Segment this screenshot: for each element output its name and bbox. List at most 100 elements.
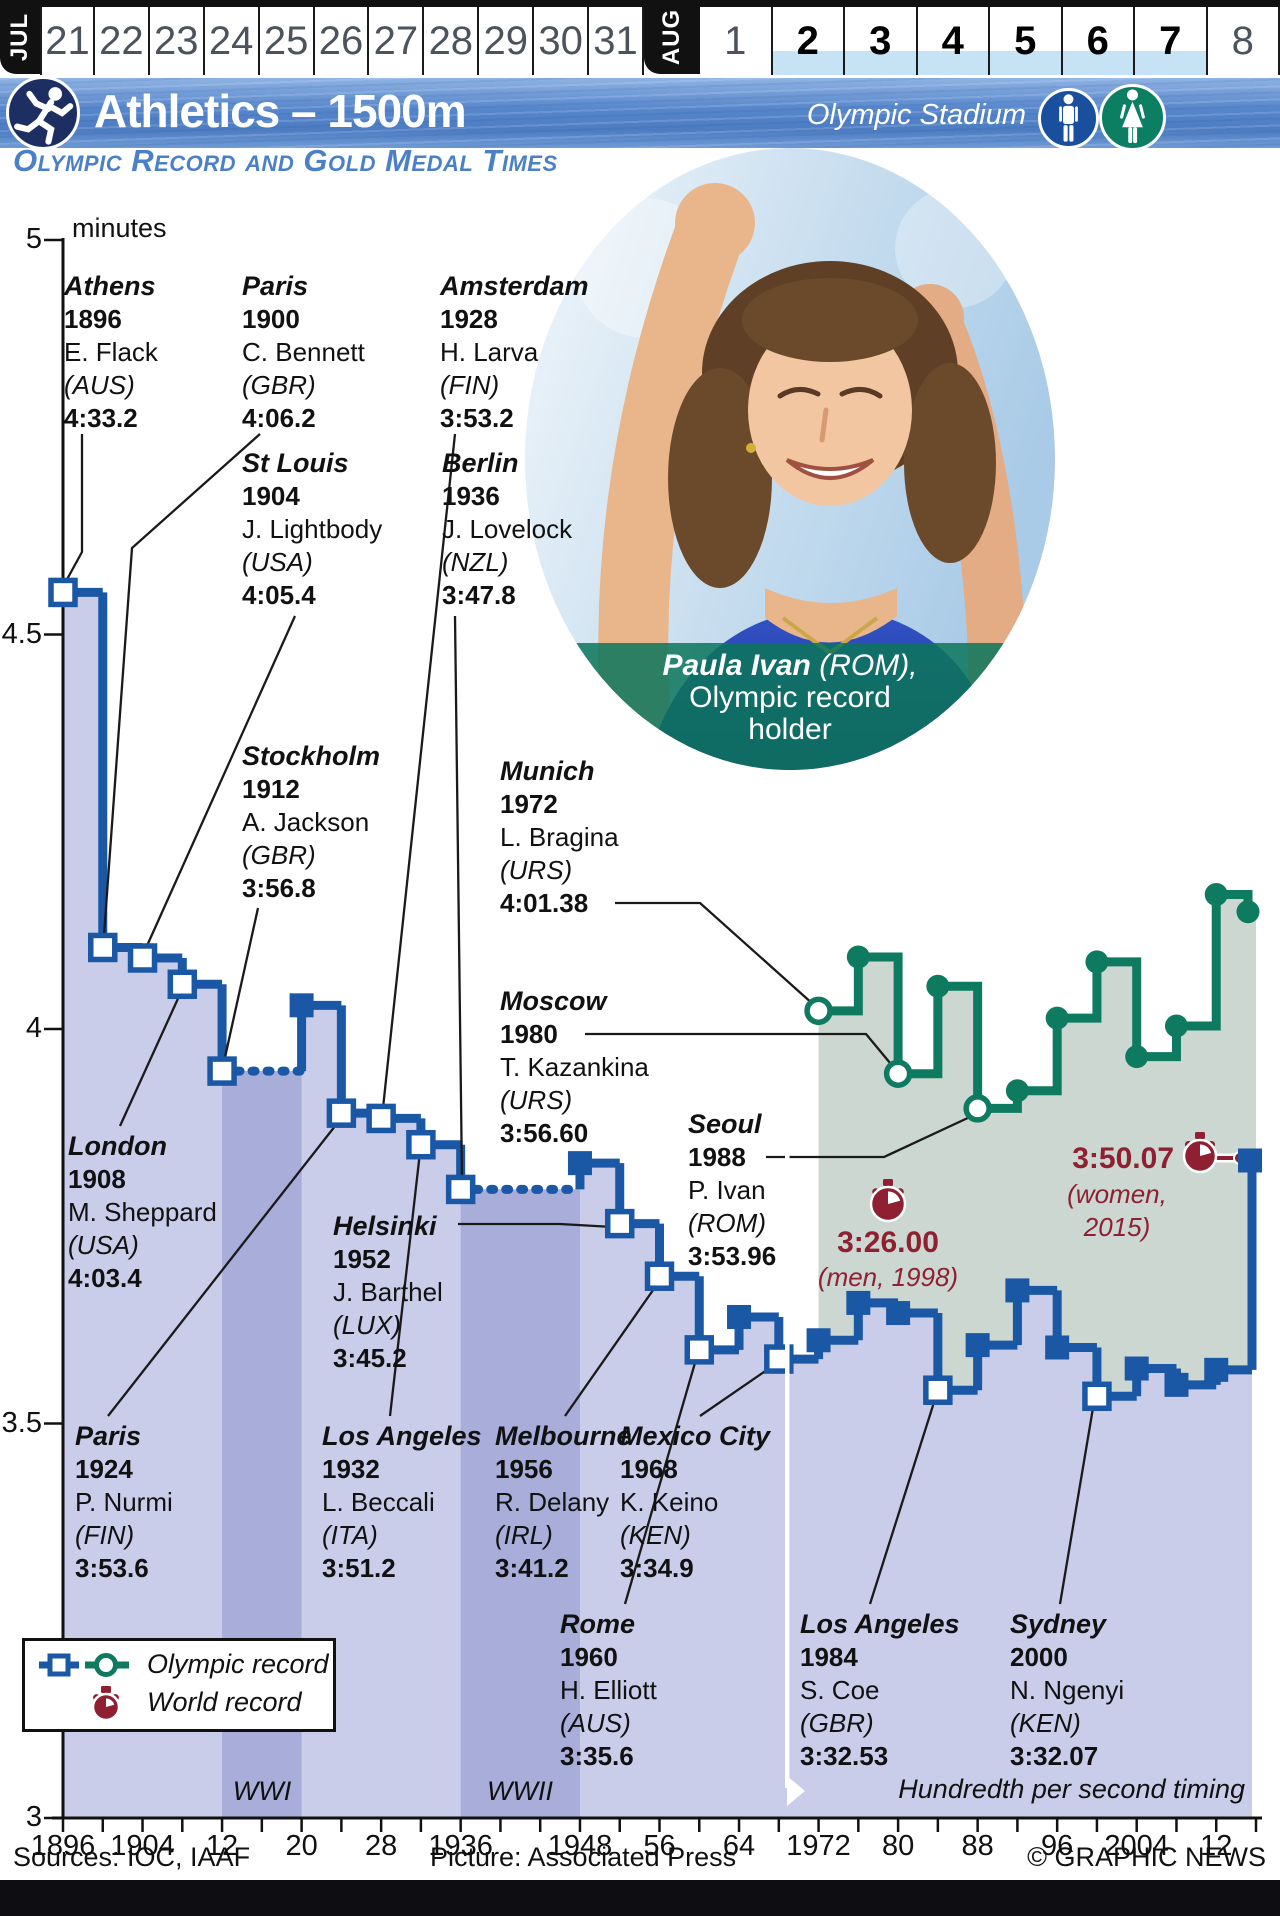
annotation-munich: Munich 1972 L. Bragina (URS) 4:01.38	[500, 755, 619, 920]
calendar-day-aug-4: 4	[918, 7, 990, 75]
annotation-paris-1924-country: (FIN)	[75, 1520, 135, 1550]
annotation-melbourne-time: 3:41.2	[495, 1553, 569, 1583]
annotation-mexico-city-country: (KEN)	[620, 1520, 691, 1550]
annotation-amsterdam: Amsterdam 1928 H. Larva (FIN) 3:53.2	[440, 270, 589, 435]
annotation-munich-country: (URS)	[500, 855, 573, 885]
calendar-day-jul-24: 24	[205, 7, 260, 75]
men-marker-1980	[886, 1301, 911, 1326]
annotation-moscow-country: (URS)	[500, 1085, 573, 1115]
men-marker-2008	[1164, 1372, 1189, 1397]
annotation-seoul-year: 1988	[688, 1142, 746, 1172]
men-marker-1948	[567, 1151, 592, 1176]
legend-men-square-icon	[47, 1653, 71, 1677]
annotation-melbourne-country: (IRL)	[495, 1520, 553, 1550]
annotation-melbourne-city: Melbourne	[495, 1421, 632, 1451]
men-marker-1972	[806, 1328, 831, 1353]
calendar-day-jul-30: 30	[534, 7, 590, 75]
annotation-paris-1924: Paris 1924 P. Nurmi (FIN) 3:53.6	[75, 1420, 173, 1585]
annotation-moscow-city: Moscow	[500, 986, 607, 1016]
leader-line-london	[118, 991, 183, 1127]
annotation-london: London 1908 M. Sheppard (USA) 4:03.4	[68, 1130, 217, 1295]
annotation-athens-time: 4:33.2	[64, 403, 138, 433]
x-tick-1956: 56	[643, 1830, 676, 1862]
men-marker-1924	[326, 1098, 357, 1128]
women-marker-1980	[883, 1059, 913, 1088]
men-marker-1976	[846, 1290, 871, 1315]
caption-name: Paula Ivan	[662, 649, 811, 682]
annotation-helsinki-time: 3:45.2	[333, 1343, 407, 1373]
leader-line-los-angeles-1932	[388, 1151, 422, 1417]
annotation-sydney-year: 2000	[1010, 1642, 1068, 1672]
annotation-helsinki: Helsinki 1952 J. Barthel (LUX) 3:45.2	[333, 1210, 443, 1375]
annotation-los-angeles-1932-country: (ITA)	[322, 1520, 378, 1550]
leader-line-stockholm	[222, 907, 260, 1063]
women-marker-1984	[926, 974, 950, 998]
annotation-berlin: Berlin 1936 J. Lovelock (NZL) 3:47.8	[442, 447, 572, 612]
timing-note: Hundredth per second timing	[898, 1774, 1245, 1804]
calendar-day-jul-23: 23	[150, 7, 205, 75]
annotation-munich-time: 4:01.38	[500, 888, 589, 918]
men-marker-1992	[1005, 1278, 1030, 1303]
calendar-day-jul-27: 27	[369, 7, 425, 75]
annotation-rome-city: Rome	[560, 1609, 636, 1639]
women-marker-1992	[1005, 1079, 1029, 1103]
caption-line3: holder	[748, 713, 832, 746]
women-marker-1996	[1045, 1006, 1069, 1030]
annotation-athens-country: (AUS)	[64, 370, 135, 400]
annotation-mexico-city-year: 1968	[620, 1454, 678, 1484]
men-marker-2012	[1204, 1357, 1229, 1382]
women-series-line	[818, 889, 1256, 1113]
annotation-amsterdam-athlete: H. Larva	[440, 337, 539, 367]
annotation-los-angeles-1932: Los Angeles 1932 L. Beccali (ITA) 3:51.2	[322, 1420, 482, 1585]
leader-line-munich	[615, 901, 815, 1006]
annotation-mexico-city: Mexico City 1968 K. Keino (KEN) 3:34.9	[620, 1420, 770, 1585]
annotation-amsterdam-city: Amsterdam	[440, 271, 589, 301]
y-tick-4.5: 4.5	[1, 617, 42, 650]
annotation-mexico-city-athlete: K. Keino	[620, 1487, 719, 1517]
men-marker-2004	[1124, 1356, 1149, 1381]
men-marker-1912	[207, 1056, 237, 1086]
world-record-men-stopwatch-icon	[869, 1179, 907, 1223]
men-marker-1904	[127, 943, 158, 973]
calendar-highlight-strip	[772, 51, 1208, 75]
annotation-rome-time: 3:35.6	[560, 1741, 634, 1771]
calendar-day-jul-29: 29	[479, 7, 535, 75]
calendar-day-jul-22: 22	[95, 7, 150, 75]
leader-line-los-angeles-1984	[868, 1395, 938, 1605]
legend-olympic-record-label: Olympic record	[147, 1649, 329, 1679]
female-icon	[1099, 84, 1166, 151]
annotation-helsinki-city: Helsinki	[333, 1211, 437, 1241]
annotation-moscow: Moscow 1980 T. Kazankina (URS) 3:56.60	[500, 985, 649, 1150]
annotation-st-louis: St Louis 1904 J. Lightbody (USA) 4:05.4	[242, 447, 382, 612]
male-icon	[1038, 88, 1099, 149]
athletics-runner-icon	[6, 76, 80, 150]
calendar-month-jul: JUL	[0, 0, 40, 74]
x-tick-2004: 2004	[1104, 1830, 1169, 1862]
annotation-athens-city: Athens	[64, 271, 156, 301]
annotation-athens-year: 1896	[64, 304, 122, 334]
annotation-st-louis-athlete: J. Lightbody	[242, 514, 383, 544]
annotation-los-angeles-1984-athlete: S. Coe	[800, 1675, 880, 1705]
women-marker-2008	[1164, 1014, 1188, 1038]
men-marker-1956	[644, 1261, 675, 1291]
y-tick-3: 3	[25, 1801, 42, 1833]
annotation-sydney: Sydney 2000 N. Ngenyi (KEN) 3:32.07	[1010, 1608, 1124, 1773]
x-tick-1904: 1904	[110, 1830, 175, 1862]
annotation-stockholm-country: (GBR)	[242, 840, 316, 870]
annotation-paris-1900-city: Paris	[242, 271, 309, 301]
annotation-st-louis-country: (USA)	[242, 547, 313, 577]
annotation-paris-1900-time: 4:06.2	[242, 403, 316, 433]
annotation-amsterdam-country: (FIN)	[440, 370, 500, 400]
calendar-top-border	[0, 0, 1280, 7]
x-tick-1920: 20	[285, 1830, 318, 1862]
calendar-day-aug-1: 1	[700, 7, 773, 75]
annotation-rome-country: (AUS)	[560, 1708, 631, 1738]
world-record-women-note: (women, 2015)	[1067, 1179, 1167, 1242]
caption-line2: Olympic record	[689, 681, 891, 714]
y-tick-3.5: 3.5	[1, 1406, 42, 1439]
annotation-moscow-athlete: T. Kazankina	[500, 1052, 649, 1082]
world-record-women-time: 3:50.07	[1072, 1142, 1174, 1175]
legend: Olympic record World record	[22, 1638, 336, 1732]
annotation-seoul-athlete: P. Ivan	[688, 1175, 766, 1205]
y-axis-unit-label: minutes	[72, 213, 167, 243]
